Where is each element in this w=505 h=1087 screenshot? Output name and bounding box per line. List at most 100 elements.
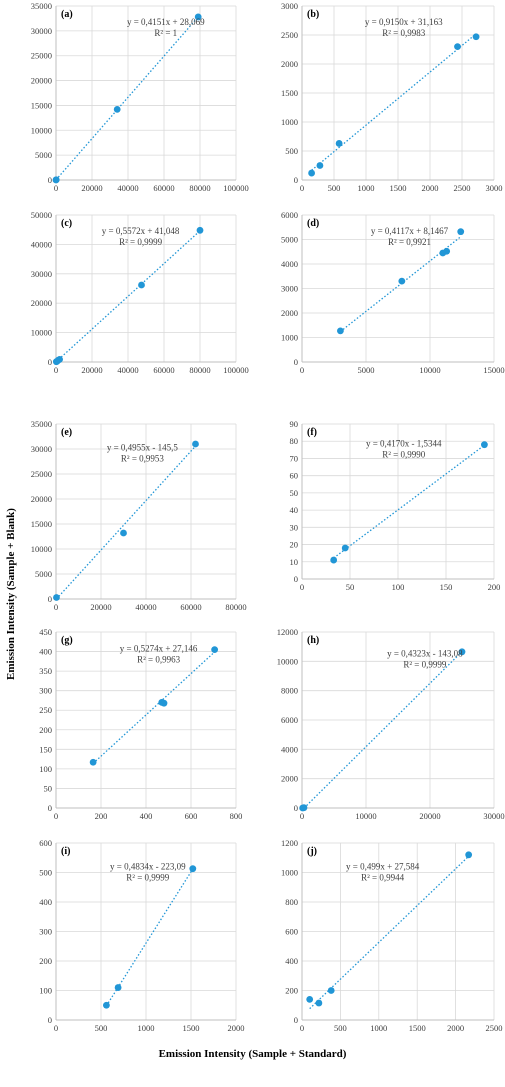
data-point bbox=[443, 247, 451, 255]
chart-panel-d: 0 5000 10000 15000 0 1000 2000 3000 4000 5000 6000… bbox=[281, 210, 505, 375]
y-tick-label: 25000 bbox=[31, 51, 52, 61]
x-tick-label: 0 bbox=[300, 183, 304, 193]
data-point bbox=[194, 13, 202, 21]
y-tick-label: 0 bbox=[294, 803, 298, 813]
y-tick-label: 0 bbox=[48, 594, 52, 604]
y-tick-label: 350 bbox=[39, 666, 52, 676]
data-point bbox=[120, 529, 127, 537]
r-squared: R² = 0,9953 bbox=[121, 453, 165, 463]
y-tick-label: 100 bbox=[39, 764, 52, 774]
x-tick-label: 20000 bbox=[419, 811, 440, 821]
x-tick-label: 20000 bbox=[90, 602, 111, 612]
data-point bbox=[481, 441, 488, 449]
panel-label: (b) bbox=[307, 9, 319, 20]
y-tick-label: 10000 bbox=[31, 328, 52, 338]
x-tick-label: 500 bbox=[334, 1023, 347, 1033]
r-squared: R² = 0,9983 bbox=[382, 28, 426, 38]
trendline bbox=[92, 651, 216, 764]
y-tick-label: 60 bbox=[290, 471, 299, 481]
trend-equation: y = 0,9150x + 31,163 bbox=[365, 17, 443, 27]
x-tick-label: 0 bbox=[300, 811, 304, 821]
y-tick-label: 800 bbox=[285, 897, 298, 907]
x-tick-label: 5000 bbox=[358, 365, 375, 375]
data-point bbox=[53, 594, 60, 601]
trendline bbox=[105, 868, 194, 1007]
y-tick-label: 400 bbox=[285, 956, 298, 966]
y-tick-label: 4000 bbox=[281, 744, 298, 754]
y-tick-label: 6000 bbox=[281, 715, 298, 725]
trend-equation: y = 0,4151x + 28,069 bbox=[127, 17, 205, 27]
x-tick-label: 150 bbox=[440, 582, 453, 592]
x-tick-label: 200 bbox=[95, 811, 108, 821]
y-tick-label: 10000 bbox=[277, 656, 298, 666]
data-point bbox=[103, 1001, 110, 1009]
x-tick-label: 2000 bbox=[422, 183, 439, 193]
chart-panel-f: 0 50 100 150 200 0 10 20 30 40 50 60 70 80 90 (f) y = 0,… bbox=[290, 419, 501, 592]
trend-equation: y = 0,4117x + 8,1467 bbox=[371, 226, 449, 236]
y-tick-label: 100 bbox=[39, 986, 52, 996]
x-tick-label: 3000 bbox=[486, 183, 503, 193]
trend-equation: y = 0,4170x - 1,5344 bbox=[366, 439, 442, 449]
data-point bbox=[56, 355, 63, 363]
y-tick-label: 20000 bbox=[31, 494, 52, 504]
y-tick-label: 200 bbox=[39, 725, 52, 735]
y-tick-label: 8000 bbox=[281, 686, 298, 696]
data-point bbox=[457, 228, 465, 236]
y-tick-label: 500 bbox=[39, 868, 52, 878]
panel-label: (e) bbox=[61, 427, 72, 438]
x-tick-label: 30000 bbox=[483, 811, 504, 821]
x-tick-label: 500 bbox=[95, 1023, 108, 1033]
x-tick-label: 1000 bbox=[358, 183, 375, 193]
y-tick-label: 10000 bbox=[31, 125, 52, 135]
y-tick-label: 80 bbox=[290, 436, 299, 446]
trend-equation: y = 0,4834x - 223,09 bbox=[110, 861, 186, 871]
x-tick-label: 60000 bbox=[180, 602, 201, 612]
x-tick-label: 1500 bbox=[409, 1023, 426, 1033]
y-tick-label: 1000 bbox=[281, 868, 298, 878]
x-tick-label: 600 bbox=[185, 811, 198, 821]
x-tick-label: 1500 bbox=[183, 1023, 200, 1033]
data-point bbox=[327, 987, 335, 994]
y-tick-label: 25000 bbox=[31, 469, 52, 479]
y-tick-label: 2500 bbox=[281, 30, 298, 40]
y-tick-label: 50000 bbox=[31, 210, 52, 220]
trend-equation: y = 0,5274x + 27,146 bbox=[120, 643, 198, 653]
y-tick-label: 15000 bbox=[31, 100, 52, 110]
x-tick-label: 80000 bbox=[189, 365, 210, 375]
r-squared: R² = 0,9921 bbox=[388, 237, 431, 247]
data-point bbox=[52, 176, 60, 184]
y-tick-label: 0 bbox=[294, 357, 298, 367]
trend-equation: y = 0,4955x - 145,5 bbox=[107, 442, 179, 452]
trendline bbox=[311, 33, 477, 171]
x-tick-label: 0 bbox=[54, 811, 58, 821]
trend-equation: y = 0,499x + 27,584 bbox=[346, 861, 420, 871]
panel-label: (i) bbox=[61, 846, 70, 857]
y-tick-label: 0 bbox=[48, 357, 52, 367]
data-point bbox=[330, 556, 338, 564]
data-point bbox=[113, 106, 121, 113]
x-tick-label: 80000 bbox=[189, 183, 210, 193]
y-tick-label: 400 bbox=[39, 647, 52, 657]
x-tick-label: 400 bbox=[140, 811, 153, 821]
x-axis-title: Emission Intensity (Sample + Standard) bbox=[158, 1048, 347, 1060]
data-point bbox=[306, 995, 314, 1003]
y-tick-label: 1500 bbox=[281, 88, 298, 98]
y-tick-label: 1200 bbox=[281, 838, 298, 848]
x-tick-label: 800 bbox=[230, 811, 243, 821]
x-tick-label: 0 bbox=[54, 1023, 58, 1033]
y-tick-label: 35000 bbox=[31, 419, 52, 429]
data-point bbox=[458, 648, 466, 656]
x-tick-label: 40000 bbox=[135, 602, 156, 612]
data-point bbox=[308, 169, 315, 177]
data-point bbox=[114, 984, 122, 991]
y-tick-label: 0 bbox=[294, 574, 298, 584]
panel-label: (c) bbox=[61, 218, 72, 229]
y-tick-label: 200 bbox=[39, 956, 52, 966]
x-tick-label: 500 bbox=[328, 183, 341, 193]
data-point bbox=[315, 999, 323, 1007]
y-tick-label: 6000 bbox=[281, 210, 298, 220]
trend-equation: y = 0,5572x + 41,048 bbox=[102, 226, 180, 236]
chart-panel-j: 0 500 1000 1500 2000 2500 0 200 400 600 800 1000 120… bbox=[281, 838, 503, 1033]
y-tick-label: 12000 bbox=[277, 627, 298, 637]
